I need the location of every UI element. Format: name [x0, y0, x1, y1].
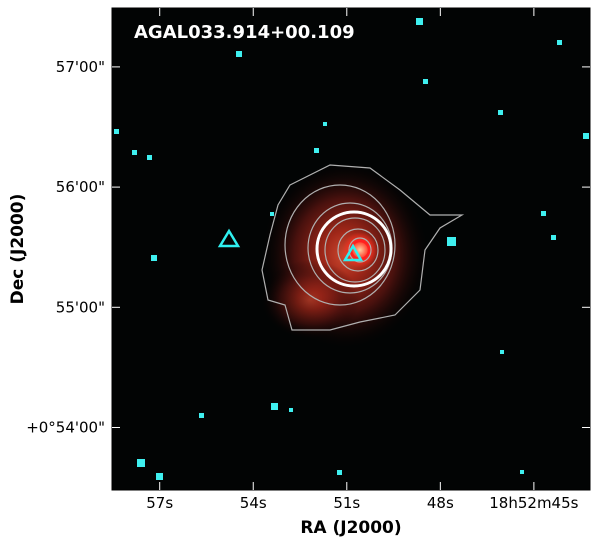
- x-axis-label: RA (J2000): [300, 518, 401, 538]
- sky-image: [114, 18, 589, 480]
- y-tick-label: 55'00": [56, 298, 105, 316]
- x-tick-label: 18h52m45s: [489, 494, 578, 512]
- y-tick-label: 56'00": [56, 178, 105, 196]
- y-tick-label: +0°54'00": [26, 418, 105, 436]
- image-title: AGAL033.914+00.109: [134, 22, 355, 43]
- x-tick-label: 57s: [146, 494, 173, 512]
- y-tick-label: 57'00": [56, 58, 105, 76]
- y-axis-label: Dec (J2000): [8, 194, 28, 305]
- x-tick-label: 48s: [427, 494, 454, 512]
- plot-frame: [111, 7, 591, 491]
- axes: 57s 54s 51s 48s 18h52m45s 57'00" 56'00" 55'00" +…: [26, 8, 590, 512]
- x-tick-label: 54s: [240, 494, 267, 512]
- x-tick-label: 51s: [333, 494, 360, 512]
